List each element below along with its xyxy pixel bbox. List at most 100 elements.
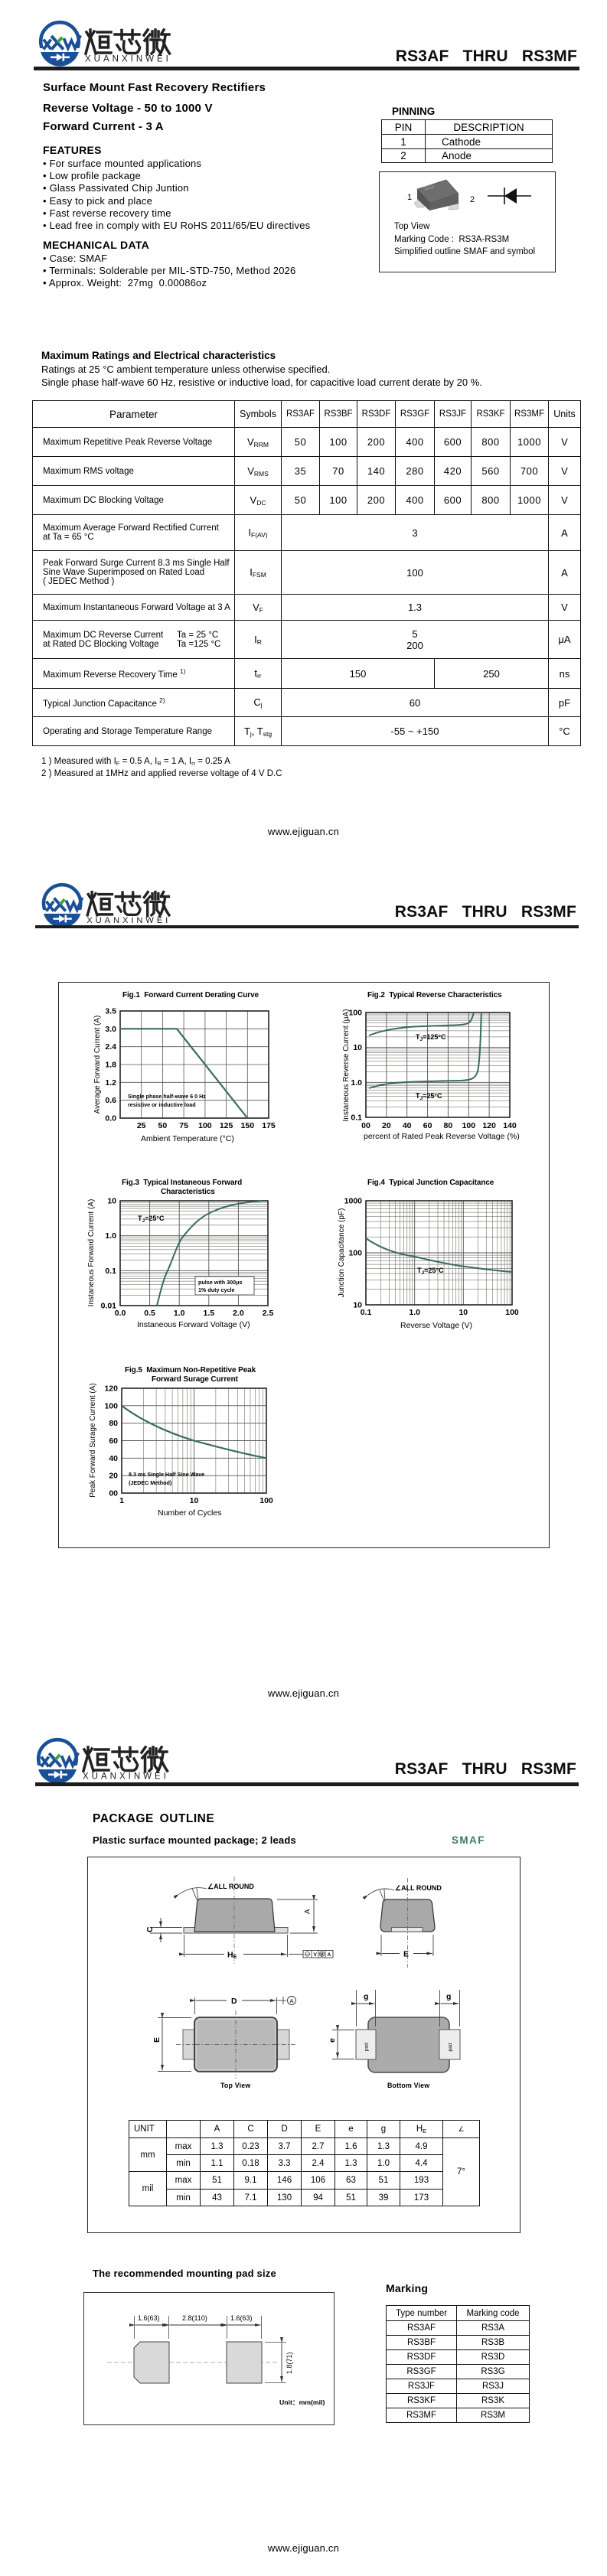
svg-text:80: 80 xyxy=(109,1419,118,1428)
svg-text:D: D xyxy=(231,1997,237,2006)
svg-text:150: 150 xyxy=(241,1121,255,1130)
svg-text:Reverse Voltage (V): Reverse Voltage (V) xyxy=(400,1321,472,1330)
svg-text:Number of Cycles: Number of Cycles xyxy=(158,1508,221,1518)
svg-text:HE: HE xyxy=(227,1951,237,1961)
svg-text:1.6(63): 1.6(63) xyxy=(138,2314,160,2322)
svg-text:100: 100 xyxy=(505,1308,519,1317)
svg-text:Fig.1 Forward Current Deratin: Fig.1 Forward Current Derating Curve xyxy=(122,991,259,999)
svg-text:1.5: 1.5 xyxy=(203,1309,214,1318)
svg-text:60: 60 xyxy=(109,1436,118,1446)
svg-text:Junction Capacitance (pF): Junction Capacitance (pF) xyxy=(338,1208,346,1298)
svg-text:00: 00 xyxy=(361,1121,370,1130)
svg-text:20: 20 xyxy=(109,1472,118,1481)
svg-text:120: 120 xyxy=(104,1384,118,1394)
svg-text:(JEDEC Method): (JEDEC Method) xyxy=(129,1479,172,1486)
svg-text:1.0: 1.0 xyxy=(105,1231,116,1241)
svg-text:A: A xyxy=(328,1952,331,1958)
svg-text:2.5: 2.5 xyxy=(263,1309,274,1318)
svg-text:00: 00 xyxy=(109,1489,118,1498)
svg-text:Peak Forward Surage Current (A: Peak Forward Surage Current (A) xyxy=(89,1383,97,1498)
svg-text:Average Forward Current (A): Average Forward Current (A) xyxy=(93,1016,102,1114)
svg-text:A: A xyxy=(289,1997,293,2004)
svg-text:1.0: 1.0 xyxy=(174,1309,185,1318)
svg-text:Unit：mm(mil): Unit：mm(mil) xyxy=(279,2398,325,2406)
svg-text:1.0: 1.0 xyxy=(409,1308,420,1317)
svg-text:XUANXINWEI: XUANXINWEI xyxy=(83,1772,169,1782)
svg-text:0.0: 0.0 xyxy=(115,1309,126,1318)
svg-text:1.8: 1.8 xyxy=(105,1061,116,1070)
svg-text:∠ALL ROUND: ∠ALL ROUND xyxy=(395,1884,442,1892)
svg-text:100: 100 xyxy=(462,1121,476,1130)
svg-text:8.3 ms Single Half Sine Wave: 8.3 ms Single Half Sine Wave xyxy=(129,1471,204,1478)
svg-text:1.2: 1.2 xyxy=(105,1078,116,1087)
svg-text:140: 140 xyxy=(503,1121,517,1130)
svg-text:Fig.3 Typical Instaneous Forw: Fig.3 Typical Instaneous Forward xyxy=(122,1179,242,1187)
svg-text:Single phase half-wave 6 0 Hz: Single phase half-wave 6 0 Hz xyxy=(128,1093,206,1100)
svg-text:Marking Code : RS3A-RS3M: Marking Code : RS3A-RS3M xyxy=(394,235,509,244)
svg-text:Fig.5 Maximum Non-Repetitive: Fig.5 Maximum Non-Repetitive Peak xyxy=(125,1366,256,1374)
svg-text:pulse with 300μs: pulse with 300μs xyxy=(198,1279,243,1286)
svg-text:100: 100 xyxy=(259,1496,273,1505)
svg-text:Instaneous Reverse Current (μA: Instaneous Reverse Current (μA) xyxy=(342,1009,351,1122)
svg-text:Simplified outline SMAF and sy: Simplified outline SMAF and symbol xyxy=(394,247,535,256)
svg-text:Ambient Temperature (°C): Ambient Temperature (°C) xyxy=(141,1134,234,1143)
svg-text:120: 120 xyxy=(482,1121,496,1130)
svg-text:2: 2 xyxy=(470,195,475,204)
svg-text:60: 60 xyxy=(423,1121,432,1130)
svg-text:10: 10 xyxy=(107,1197,116,1206)
svg-text:50: 50 xyxy=(158,1121,168,1130)
svg-text:Instaneous Forward Current (A): Instaneous Forward Current (A) xyxy=(87,1199,96,1307)
svg-text:TJ=25°C: TJ=25°C xyxy=(416,1092,442,1101)
svg-text:10: 10 xyxy=(353,1301,362,1310)
svg-text:100: 100 xyxy=(348,1009,362,1018)
svg-text:TJ=25°C: TJ=25°C xyxy=(417,1267,444,1276)
svg-text:XUANXINWEI: XUANXINWEI xyxy=(85,55,171,64)
svg-text:1000: 1000 xyxy=(344,1197,363,1206)
svg-text:0.1: 0.1 xyxy=(361,1308,372,1317)
svg-text:40: 40 xyxy=(403,1121,412,1130)
svg-text:175: 175 xyxy=(262,1121,276,1130)
svg-text:0.1: 0.1 xyxy=(105,1267,116,1276)
svg-text:3.5: 3.5 xyxy=(105,1007,116,1016)
svg-text:3.0: 3.0 xyxy=(105,1025,116,1034)
svg-text:TJ=25°C: TJ=25°C xyxy=(138,1215,165,1224)
svg-text:g: g xyxy=(446,1992,451,2001)
svg-text:Fig.4 Typical Junction Capaci: Fig.4 Typical Junction Capacitance xyxy=(367,1179,494,1187)
svg-text:A: A xyxy=(304,1909,312,1914)
svg-text:10: 10 xyxy=(459,1308,468,1317)
svg-text:resistive or inductive load: resistive or inductive load xyxy=(128,1101,196,1108)
svg-text:100: 100 xyxy=(104,1401,118,1410)
svg-text:40: 40 xyxy=(109,1454,118,1463)
svg-text:20: 20 xyxy=(382,1121,391,1130)
svg-text:pad: pad xyxy=(448,2043,453,2051)
svg-text:100: 100 xyxy=(198,1121,212,1130)
svg-text:percent of Rated Peak Reverse: percent of Rated Peak Reverse Voltage (%… xyxy=(364,1132,520,1141)
svg-text:1.8(71): 1.8(71) xyxy=(286,2352,293,2374)
svg-text:25: 25 xyxy=(137,1121,146,1130)
svg-text:2.8(110): 2.8(110) xyxy=(182,2314,207,2322)
svg-text:E: E xyxy=(152,2037,162,2043)
svg-text:0.0: 0.0 xyxy=(105,1114,116,1123)
svg-text:Bottom View: Bottom View xyxy=(387,2082,429,2089)
svg-text:pad: pad xyxy=(364,2043,370,2051)
svg-text:1: 1 xyxy=(407,193,412,202)
svg-text:Top View: Top View xyxy=(394,222,430,231)
svg-text:g: g xyxy=(364,1992,368,2001)
svg-text:1: 1 xyxy=(119,1496,124,1505)
svg-text:C: C xyxy=(145,1926,155,1932)
svg-text:1% duty cycle: 1% duty cycle xyxy=(198,1286,235,1293)
svg-text:0.1: 0.1 xyxy=(351,1114,362,1123)
svg-text:V: V xyxy=(314,1952,318,1958)
svg-text:75: 75 xyxy=(179,1121,188,1130)
svg-text:10: 10 xyxy=(353,1043,362,1052)
svg-text:TJ=125°C: TJ=125°C xyxy=(416,1033,446,1042)
svg-text:80: 80 xyxy=(444,1121,453,1130)
svg-text:e: e xyxy=(328,2038,337,2043)
svg-text:Instaneous Forward Voltage (V): Instaneous Forward Voltage (V) xyxy=(137,1320,250,1329)
svg-text:10: 10 xyxy=(190,1496,199,1505)
svg-text:2.4: 2.4 xyxy=(105,1042,116,1052)
svg-text:125: 125 xyxy=(220,1121,233,1130)
svg-text:100: 100 xyxy=(348,1249,362,1258)
svg-text:∠ALL ROUND: ∠ALL ROUND xyxy=(207,1883,254,1890)
svg-text:Characteristics: Characteristics xyxy=(161,1188,215,1196)
